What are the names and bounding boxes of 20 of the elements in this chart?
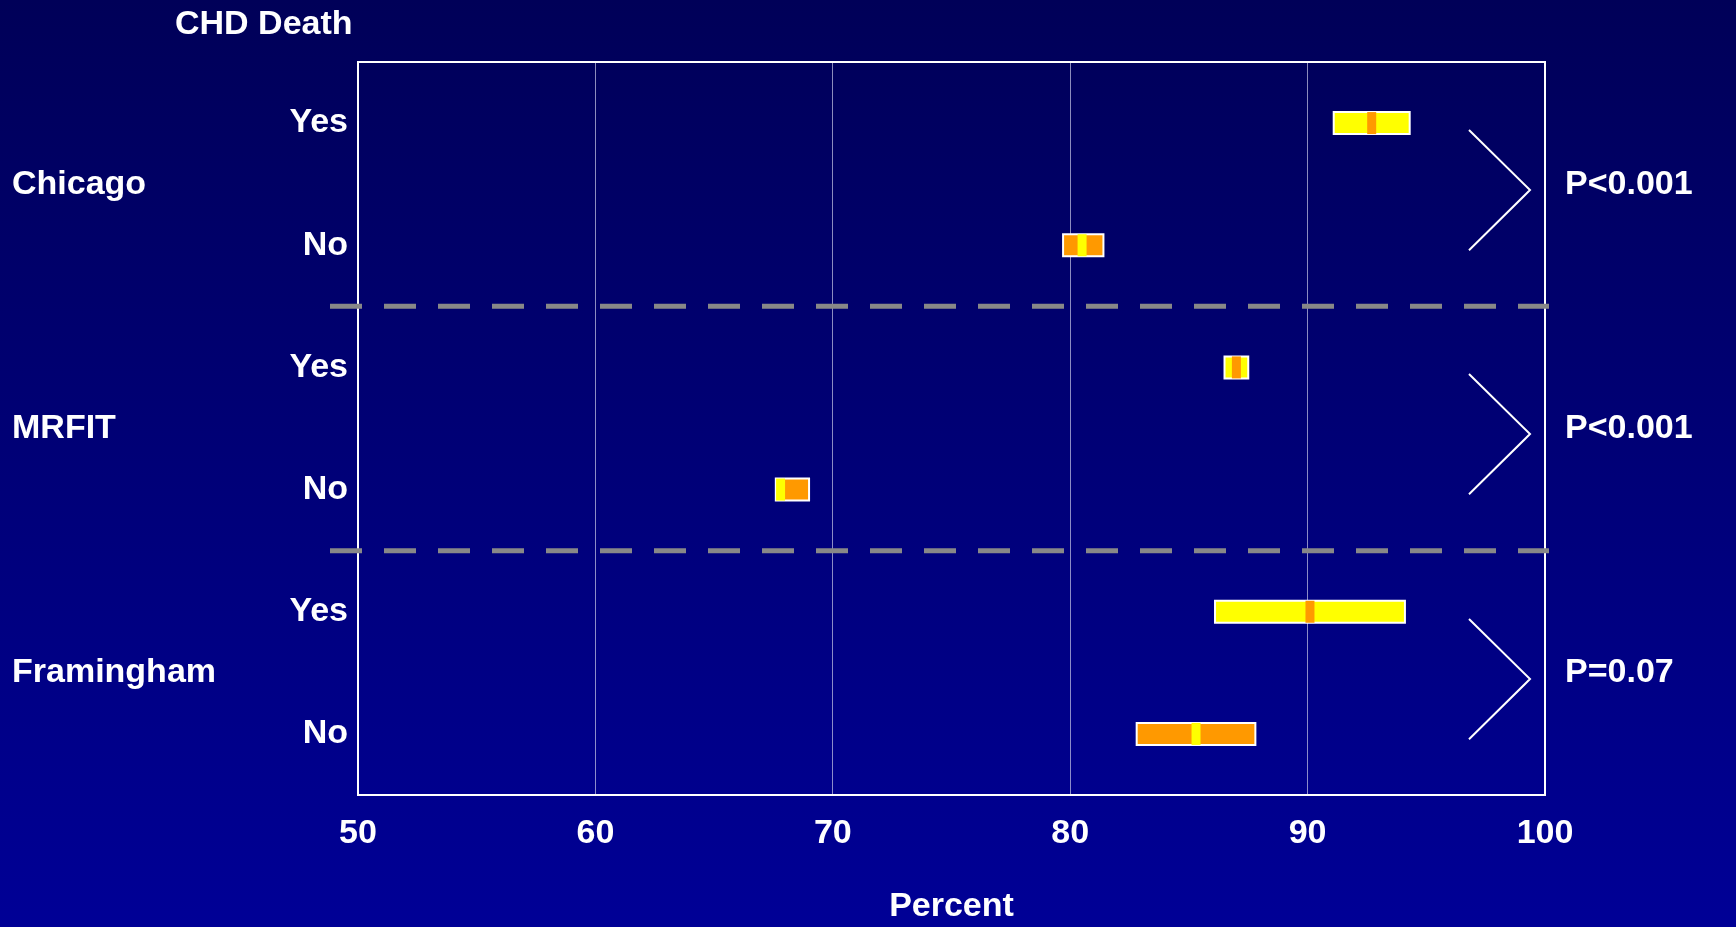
x-tick-label: 60 <box>576 811 615 850</box>
y-tick-label: No <box>302 223 348 262</box>
text: MRFIT <box>12 406 117 445</box>
text: P=0.07 <box>1565 651 1674 690</box>
x-axis-title: Percent <box>889 884 1014 923</box>
y-tick-label: No <box>302 712 348 751</box>
y-tick-label: Yes <box>289 590 348 629</box>
y-tick-label: Yes <box>289 345 348 384</box>
x-tick-label: 80 <box>1051 811 1090 850</box>
x-tick-label: 50 <box>339 811 377 850</box>
text: Chicago <box>12 162 147 201</box>
x-tick-label: 90 <box>1288 811 1327 850</box>
text: P<0.001 <box>1565 406 1693 445</box>
y-axis-title: CHD Death <box>175 3 353 42</box>
text: P<0.001 <box>1565 162 1693 201</box>
x-tick-label: 100 <box>1516 811 1574 850</box>
text: Framingham <box>12 651 217 690</box>
y-tick-label: Yes <box>289 101 348 140</box>
x-tick-label: 70 <box>813 811 852 850</box>
y-tick-label: No <box>302 467 348 506</box>
